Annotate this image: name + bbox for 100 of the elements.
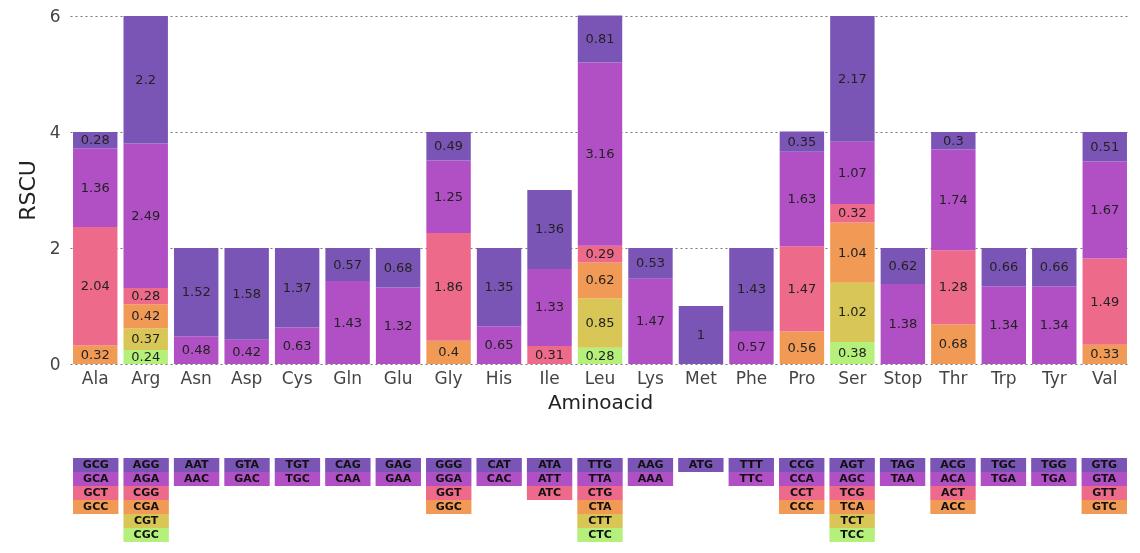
text: CAC [486,472,512,485]
bar [426,160,471,233]
text: TTC [739,472,763,485]
text: AAC [184,472,210,485]
bar [1032,286,1077,364]
data-label: 1.34 [1039,317,1069,333]
data-label: 1.35 [484,279,514,295]
data-label: 1.74 [938,191,968,207]
data-label: 1.47 [787,280,817,296]
text: GTC [1092,500,1117,513]
bar [426,340,471,364]
text: TGC [285,472,310,485]
data-label: 1.34 [989,317,1019,333]
text: TGT [285,458,310,471]
text: CCG [789,458,815,471]
text: ATG [688,458,713,471]
bar [628,278,673,364]
text: ATA [538,458,561,471]
bar [628,248,673,279]
x-tick-label: Asp [231,367,263,388]
text: TTA [588,472,612,485]
data-label: 1.25 [434,188,464,204]
data-label: 0.66 [1039,259,1069,275]
text: TTT [739,458,763,471]
text: TGG [1041,458,1067,471]
data-label: 0.68 [938,336,968,352]
bar [1032,248,1077,287]
text: GTT [1092,486,1117,499]
data-label: 0.32 [837,205,867,221]
data-label: 0.49 [434,138,464,154]
bar [73,227,118,346]
text: GCC [83,500,109,513]
text: ACA [940,472,966,485]
text: TTG [587,458,613,471]
bar [678,306,724,364]
bar [426,232,471,341]
x-tick-label: Leu [584,367,616,388]
text: TCC [840,528,864,541]
bar [931,149,976,251]
x-tick-label: Ile [539,367,560,388]
x-tick-label: Val [1092,367,1118,388]
bar [880,248,926,284]
text: GTA [1092,472,1117,485]
text: TCT [840,514,864,527]
data-label: 1.43 [333,314,363,330]
data-label: 1.38 [888,315,918,331]
data-label: 0.38 [837,344,867,360]
bar [325,281,370,364]
text: AGC [839,472,865,485]
data-label: 1.49 [1090,293,1120,309]
data-label: 1.28 [938,279,968,295]
data-label: 1.47 [636,313,665,329]
bar [931,250,976,325]
x-tick-label: Met [685,367,718,388]
bar [880,283,926,364]
text: CGT [133,514,159,527]
bar [123,16,168,144]
text: ATC [537,486,562,499]
text: TCG [839,486,865,499]
bar [527,268,572,347]
y-tick-label: 0 [49,353,61,374]
data-label: 0.57 [736,339,766,355]
bar [577,298,623,348]
data-label: 1.36 [80,179,110,195]
data-label: 1.32 [383,317,413,333]
data-label: 0.24 [131,349,161,365]
bar [830,141,875,204]
data-label: 0.66 [989,259,1019,275]
data-label: 1.37 [282,279,312,295]
data-label: 0.42 [232,343,262,359]
data-label: 1.07 [837,164,867,180]
data-label: 1.33 [535,299,564,315]
data-label: 1.63 [787,190,817,206]
text: CCT [789,486,814,499]
text: TCA [840,500,865,513]
text: CGC [133,528,159,541]
y-axis-title: RSCU [14,160,40,221]
bar [981,286,1027,364]
data-label: 1.86 [434,278,464,294]
data-label: 1.43 [736,281,766,297]
text: GAG [385,458,412,471]
data-label: 0.28 [585,347,615,363]
bar [375,287,421,364]
data-label: 1.67 [1090,202,1120,218]
data-label: 2.17 [837,70,867,86]
x-tick-label: Gly [434,367,463,388]
data-label: 0.3 [942,132,964,148]
bar [274,248,320,328]
x-tick-label: Glu [383,367,413,388]
text: AAG [637,458,664,471]
data-label: 1.52 [181,284,211,300]
data-label: 0.57 [333,256,363,272]
x-tick-label: Lys [637,367,665,388]
data-label: 2.49 [131,207,161,223]
bar [123,304,168,329]
text: GGT [436,486,462,499]
text: CTT [588,514,612,527]
x-tick-label: His [485,367,513,388]
data-label: 0.4 [438,344,459,360]
data-label: 0.35 [787,133,817,149]
